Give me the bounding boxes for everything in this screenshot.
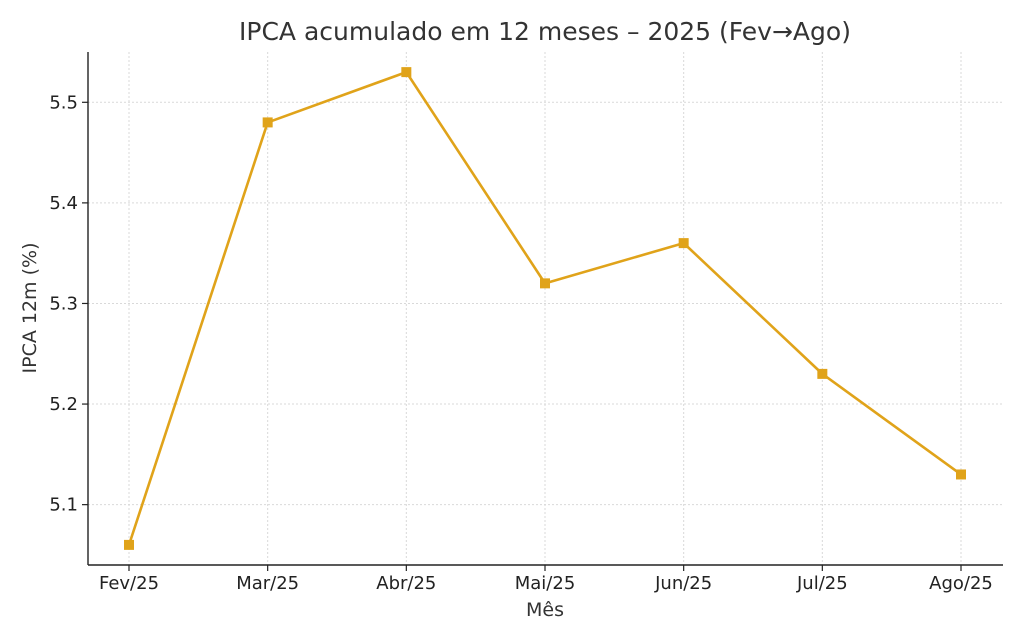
chart-title: IPCA acumulado em 12 meses – 2025 (Fev→A… <box>239 17 851 46</box>
y-tick-label: 5.5 <box>49 92 78 113</box>
data-point-marker <box>817 368 828 379</box>
y-tick-label: 5.2 <box>49 394 78 415</box>
y-tick-label: 5.1 <box>49 495 78 516</box>
x-axis-label: Mês <box>526 599 564 621</box>
y-axis-label: IPCA 12m (%) <box>19 243 41 374</box>
x-tick-label: Abr/25 <box>376 573 436 594</box>
x-tick-label: Jul/25 <box>796 573 848 594</box>
x-tick-label: Mar/25 <box>236 573 299 594</box>
data-point-marker <box>124 539 134 550</box>
data-point-marker <box>956 469 966 480</box>
axis-ticks: Fev/25 Mar/25 Abr/25 Mai/25 Jun/25 Jul/25 Ago/… <box>49 92 993 594</box>
y-tick-label: 5.4 <box>49 193 78 214</box>
x-tick-label: Jun/25 <box>654 573 712 594</box>
x-tick-label: Mai/25 <box>515 573 576 594</box>
data-series <box>124 67 966 550</box>
x-tick-label: Fev/25 <box>99 573 159 594</box>
data-point-marker <box>401 67 412 78</box>
data-point-marker <box>540 278 550 289</box>
grid-lines <box>88 52 1003 565</box>
data-point-marker <box>262 117 273 128</box>
x-tick-label: Ago/25 <box>929 573 993 594</box>
y-tick-label: 5.3 <box>49 293 78 314</box>
data-point-marker <box>678 238 689 249</box>
